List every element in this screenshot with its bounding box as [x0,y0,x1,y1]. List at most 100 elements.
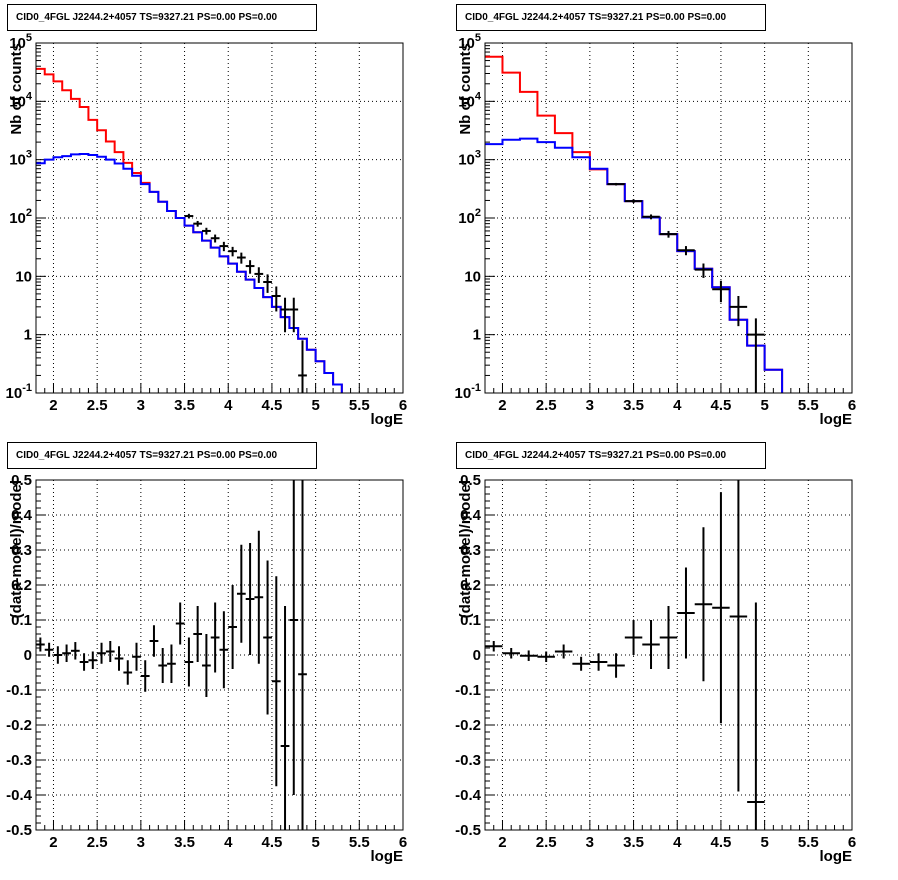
y-tick-label: 0.2 [460,577,481,594]
y-tick-label: 10-1 [455,382,481,402]
y-tick-label: -0.4 [455,787,482,804]
x-tick-label: 6 [848,397,856,414]
x-tick-label: 4.5 [710,834,731,851]
series-step-line [485,55,784,393]
y-tick-label: 102 [458,207,481,227]
chart-title: CID0_4FGL J2244.2+4057 TS=9327.21 PS=0.0… [456,442,766,469]
y-tick-label: -0.3 [455,752,481,769]
y-tick-label: 0.4 [11,507,33,524]
x-tick-label: 5.5 [798,397,819,414]
panel-counts-coarse: 2 2.5 3 3.5 4 4.5 5 5.5 6 10-1 1 10 102 103 104 105 logE… [449,0,898,437]
y-tick-label: 10 [464,268,481,285]
plot-frame [484,42,853,394]
chart-title: CID0_4FGL J2244.2+4057 TS=9327.21 PS=0.0… [7,4,317,31]
y-tick-label: -0.2 [455,717,481,734]
y-tick-label: 103 [9,149,32,169]
x-tick-label: 2 [498,834,506,851]
y-tick-label: -0.3 [6,752,32,769]
x-tick-label: 5 [760,834,768,851]
x-tick-label: 3 [137,397,145,414]
plot-frame [484,479,853,831]
x-tick-label: 3 [137,834,145,851]
y-axis-label: Nb of counts [8,43,25,135]
y-tick-label: 0 [24,647,32,664]
plot-frame [35,42,404,394]
x-tick-label: 4 [224,397,233,414]
y-tick-label: -0.2 [6,717,32,734]
x-tick-label: 3.5 [174,834,195,851]
x-tick-label: 2.5 [536,397,557,414]
chart-title: CID0_4FGL J2244.2+4057 TS=9327.21 PS=0.0… [456,4,766,31]
series-step-line [485,137,784,393]
x-tick-label: 3.5 [623,834,644,851]
x-tick-label: 6 [399,834,407,851]
y-tick-label: 0.3 [460,542,481,559]
panel-counts-fine: 2 2.5 3 3.5 4 4.5 5 5.5 6 10-1 1 10 102 103 104 105 logE… [0,0,449,437]
x-tick-label: 4 [673,397,682,414]
x-tick-label: 4.5 [261,397,282,414]
chart-residuals-coarse: 2 2.5 3 3.5 4 4.5 5 5.5 6 -0.5 -0.4 -0.3 -0.2 -0.1 0 0.… [455,472,856,865]
x-axis-label: logE [820,411,853,428]
plot-area [36,480,307,830]
y-tick-label: -0.1 [6,682,32,699]
chart-title: CID0_4FGL J2244.2+4057 TS=9327.21 PS=0.0… [7,442,317,469]
x-axis-label: logE [820,848,853,865]
x-tick-label: 4.5 [710,397,731,414]
x-tick-label: 2 [498,397,506,414]
y-tick-label: 102 [9,207,32,227]
y-tick-label: 0.4 [460,507,482,524]
y-tick-label: 10-1 [6,382,32,402]
x-tick-label: 6 [399,397,407,414]
x-tick-label: 3 [586,397,594,414]
chart-residuals-fine: 2 2.5 3 3.5 4 4.5 5 5.5 6 -0.5 -0.4 -0.3 -0.2 -0.1 0 0.… [6,472,407,865]
plot-frame [35,479,404,831]
x-tick-label: 5.5 [798,834,819,851]
x-tick-label: 3 [586,834,594,851]
panel-residuals-coarse: 2 2.5 3 3.5 4 4.5 5 5.5 6 -0.5 -0.4 -0.3 -0.2 -0.1 0 0.… [449,437,898,875]
y-tick-label: 0 [473,647,481,664]
y-tick-label: 0.1 [460,612,481,629]
x-tick-label: 3.5 [174,397,195,414]
series-step-line [36,67,343,393]
y-tick-label: -0.1 [455,682,481,699]
x-axis-label: logE [371,411,404,428]
x-tick-label: 6 [848,834,856,851]
x-tick-label: 5 [311,834,319,851]
x-tick-label: 5 [311,397,319,414]
y-tick-label: 0.1 [11,612,32,629]
y-tick-label: 0.2 [11,577,32,594]
x-axis-label: logE [371,848,404,865]
y-tick-label: 0.5 [11,472,32,489]
x-tick-label: 4 [673,834,682,851]
series-step-line [36,153,343,393]
x-tick-label: 5 [760,397,768,414]
y-tick-label: -0.4 [6,787,33,804]
plot-area [36,67,343,393]
y-axis-label: (data-model)/model [457,480,474,618]
x-tick-label: 3.5 [623,397,644,414]
y-tick-label: 0.5 [460,472,481,489]
y-tick-label: 1 [24,327,32,344]
y-tick-label: 0.3 [11,542,32,559]
x-tick-label: 5.5 [349,397,370,414]
chart-counts-fine: 2 2.5 3 3.5 4 4.5 5 5.5 610-1110102103104105logE… [6,32,408,428]
x-tick-label: 2.5 [87,834,108,851]
y-tick-label: 1 [473,327,481,344]
x-tick-label: 2.5 [536,834,557,851]
x-tick-label: 2 [49,834,57,851]
chart-counts-coarse: 2 2.5 3 3.5 4 4.5 5 5.5 610-1110102103104105logE… [455,32,857,428]
y-tick-label: -0.5 [455,822,481,839]
x-tick-label: 2.5 [87,397,108,414]
x-tick-label: 4 [224,834,233,851]
y-axis-label: (data-model)/model [8,480,25,618]
plot-area [485,480,765,830]
x-tick-label: 2 [49,397,57,414]
panel-residuals-fine: 2 2.5 3 3.5 4 4.5 5 5.5 6 -0.5 -0.4 -0.3 -0.2 -0.1 0 0.… [0,437,449,875]
y-tick-label: -0.5 [6,822,32,839]
x-tick-label: 4.5 [261,834,282,851]
y-axis-label: Nb of counts [457,43,474,135]
plot-area [485,55,784,393]
y-tick-label: 10 [15,268,32,285]
y-tick-label: 103 [458,149,481,169]
x-tick-label: 5.5 [349,834,370,851]
